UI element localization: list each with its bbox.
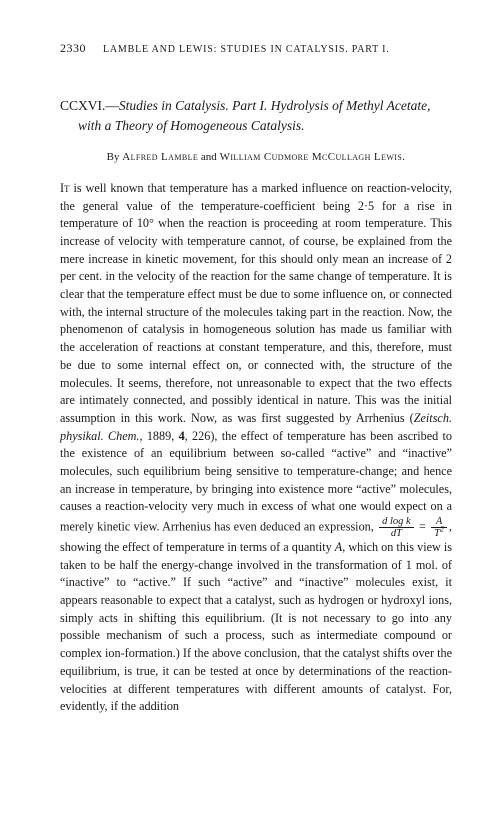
fraction-denominator: dT	[379, 528, 414, 539]
article-title: CCXVI.—Studies in Catalysis. Part I. Hyd…	[60, 96, 452, 137]
fraction-a-t2: AT2	[431, 516, 447, 539]
body-text-b: , 1889,	[139, 429, 178, 443]
body-paragraph: It is well known that temperature has a …	[60, 180, 452, 716]
body-text-e: , which on this view is taken to be half…	[60, 540, 452, 713]
lead-word: It	[60, 181, 70, 195]
equals-sign: =	[416, 519, 429, 533]
running-head: 2330 LAMBLE AND LEWIS: STUDIES IN CATALY…	[60, 40, 452, 58]
byline-and: and	[198, 151, 219, 163]
fraction-numerator: d log k	[379, 516, 414, 528]
byline: By Alfred Lamble and William Cudmore McC…	[60, 150, 452, 166]
running-head-text: LAMBLE AND LEWIS: STUDIES IN CATALYSIS. …	[103, 44, 390, 55]
page-number: 2330	[60, 41, 86, 55]
fraction-dlogk-dt: d log kdT	[379, 516, 414, 539]
body-text-a: is well known that temperature has a mar…	[60, 181, 452, 425]
fraction-denominator-2: T2	[431, 528, 447, 539]
author-2: William Cudmore McCullagh Lewis.	[220, 151, 406, 163]
author-1: Alfred Lamble	[122, 151, 198, 163]
title-main: Studies in Catalysis. Part I. Hydrolysis…	[78, 98, 430, 133]
title-number: CCXVI.—	[60, 98, 119, 113]
byline-by: By	[107, 151, 123, 163]
